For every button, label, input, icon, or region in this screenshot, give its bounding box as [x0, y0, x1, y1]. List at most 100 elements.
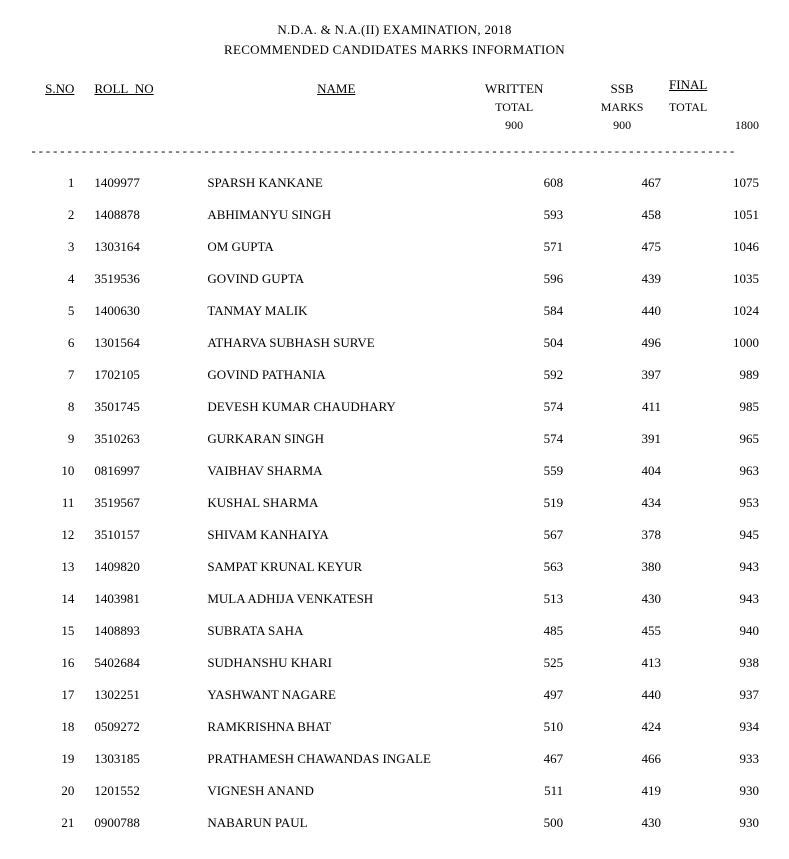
table-row: 21408878ABHIMANYU SINGH5934581051: [30, 199, 759, 231]
cell-roll: 1303164: [84, 231, 182, 263]
cell-name: ABHIMANYU SINGH: [182, 199, 465, 231]
cell-sno: 11: [30, 487, 84, 519]
cell-roll: 5402684: [84, 647, 182, 679]
cell-ssb: 380: [563, 551, 661, 583]
cell-written: 574: [465, 423, 563, 455]
cell-sno: 14: [30, 583, 84, 615]
header-divider: ----------------------------------------…: [30, 135, 759, 165]
cell-final: 930: [661, 807, 759, 839]
cell-name: MULA ADHIJA VENKATESH: [182, 583, 465, 615]
cell-name: GOVIND GUPTA: [182, 263, 465, 295]
cell-written: 574: [465, 391, 563, 423]
cell-final: 965: [661, 423, 759, 455]
hd-roll: ROLL_NO: [94, 81, 153, 96]
cell-ssb: 466: [563, 743, 661, 775]
cell-ssb: 434: [563, 487, 661, 519]
cell-final: 933: [661, 743, 759, 775]
table-row: 83501745DEVESH KUMAR CHAUDHARY574411985: [30, 391, 759, 423]
cell-final: 989: [661, 359, 759, 391]
cell-written: 571: [465, 231, 563, 263]
cell-sno: 15: [30, 615, 84, 647]
cell-written: 525: [465, 647, 563, 679]
table-row: 201201552VIGNESH ANAND511419930: [30, 775, 759, 807]
table-row: 151408893SUBRATA SAHA485455940: [30, 615, 759, 647]
cell-ssb: 440: [563, 679, 661, 711]
hd-ssb: SSB: [611, 81, 634, 96]
cell-roll: 1201552: [84, 775, 182, 807]
cell-roll: 1403981: [84, 583, 182, 615]
cell-sno: 20: [30, 775, 84, 807]
cell-sno: 3: [30, 231, 84, 263]
cell-roll: 3501745: [84, 391, 182, 423]
cell-roll: 1400630: [84, 295, 182, 327]
cell-written: 563: [465, 551, 563, 583]
cell-ssb: 411: [563, 391, 661, 423]
cell-sno: 6: [30, 327, 84, 359]
cell-sno: 17: [30, 679, 84, 711]
cell-ssb: 397: [563, 359, 661, 391]
cell-written: 567: [465, 519, 563, 551]
cell-written: 519: [465, 487, 563, 519]
cell-written: 559: [465, 455, 563, 487]
cell-sno: 4: [30, 263, 84, 295]
cell-final: 934: [661, 711, 759, 743]
cell-sno: 21: [30, 807, 84, 839]
hd-written-sub1: TOTAL: [495, 100, 533, 114]
cell-roll: 1409977: [84, 167, 182, 199]
table-row: 100816997VAIBHAV SHARMA559404963: [30, 455, 759, 487]
cell-written: 467: [465, 743, 563, 775]
cell-ssb: 430: [563, 807, 661, 839]
cell-final: 937: [661, 679, 759, 711]
table-body: 11409977SPARSH KANKANE608467107521408878…: [30, 167, 759, 839]
cell-written: 592: [465, 359, 563, 391]
table-row: 51400630TANMAY MALIK5844401024: [30, 295, 759, 327]
cell-roll: 3510263: [84, 423, 182, 455]
cell-sno: 13: [30, 551, 84, 583]
cell-ssb: 496: [563, 327, 661, 359]
cell-name: GURKARAN SINGH: [182, 423, 465, 455]
cell-sno: 8: [30, 391, 84, 423]
cell-name: RAMKRISHNA BHAT: [182, 711, 465, 743]
cell-name: PRATHAMESH CHAWANDAS INGALE: [182, 743, 465, 775]
table-row: 131409820SAMPAT KRUNAL KEYUR563380943: [30, 551, 759, 583]
cell-name: DEVESH KUMAR CHAUDHARY: [182, 391, 465, 423]
cell-sno: 9: [30, 423, 84, 455]
title-line-1: N.D.A. & N.A.(II) EXAMINATION, 2018: [30, 20, 759, 40]
cell-sno: 16: [30, 647, 84, 679]
table-row: 180509272RAMKRISHNA BHAT510424934: [30, 711, 759, 743]
cell-written: 608: [465, 167, 563, 199]
cell-name: SPARSH KANKANE: [182, 167, 465, 199]
cell-name: KUSHAL SHARMA: [182, 487, 465, 519]
cell-roll: 3519567: [84, 487, 182, 519]
cell-final: 1000: [661, 327, 759, 359]
hd-written: WRITTEN: [485, 81, 543, 96]
cell-written: 497: [465, 679, 563, 711]
hd-final-sub2: 1800: [735, 118, 759, 132]
hd-ssb-sub2: 900: [613, 118, 631, 132]
cell-sno: 1: [30, 167, 84, 199]
marks-table: S.NO ROLL_NO NAME WRITTEN SSB FINAL TOTA…: [30, 77, 759, 839]
cell-written: 513: [465, 583, 563, 615]
cell-final: 963: [661, 455, 759, 487]
cell-final: 930: [661, 775, 759, 807]
cell-ssb: 413: [563, 647, 661, 679]
cell-ssb: 467: [563, 167, 661, 199]
cell-roll: 3519536: [84, 263, 182, 295]
hd-final-sub1: TOTAL: [669, 100, 707, 114]
table-row: 210900788NABARUN PAUL500430930: [30, 807, 759, 839]
table-header: S.NO ROLL_NO NAME WRITTEN SSB FINAL TOTA…: [30, 77, 759, 167]
cell-name: GOVIND PATHANIA: [182, 359, 465, 391]
cell-roll: 1301564: [84, 327, 182, 359]
cell-ssb: 458: [563, 199, 661, 231]
table-row: 71702105GOVIND PATHANIA592397989: [30, 359, 759, 391]
cell-final: 945: [661, 519, 759, 551]
cell-ssb: 430: [563, 583, 661, 615]
cell-ssb: 424: [563, 711, 661, 743]
cell-ssb: 455: [563, 615, 661, 647]
cell-sno: 18: [30, 711, 84, 743]
cell-ssb: 440: [563, 295, 661, 327]
cell-roll: 1409820: [84, 551, 182, 583]
cell-roll: 1408893: [84, 615, 182, 647]
cell-final: 1024: [661, 295, 759, 327]
cell-ssb: 404: [563, 455, 661, 487]
